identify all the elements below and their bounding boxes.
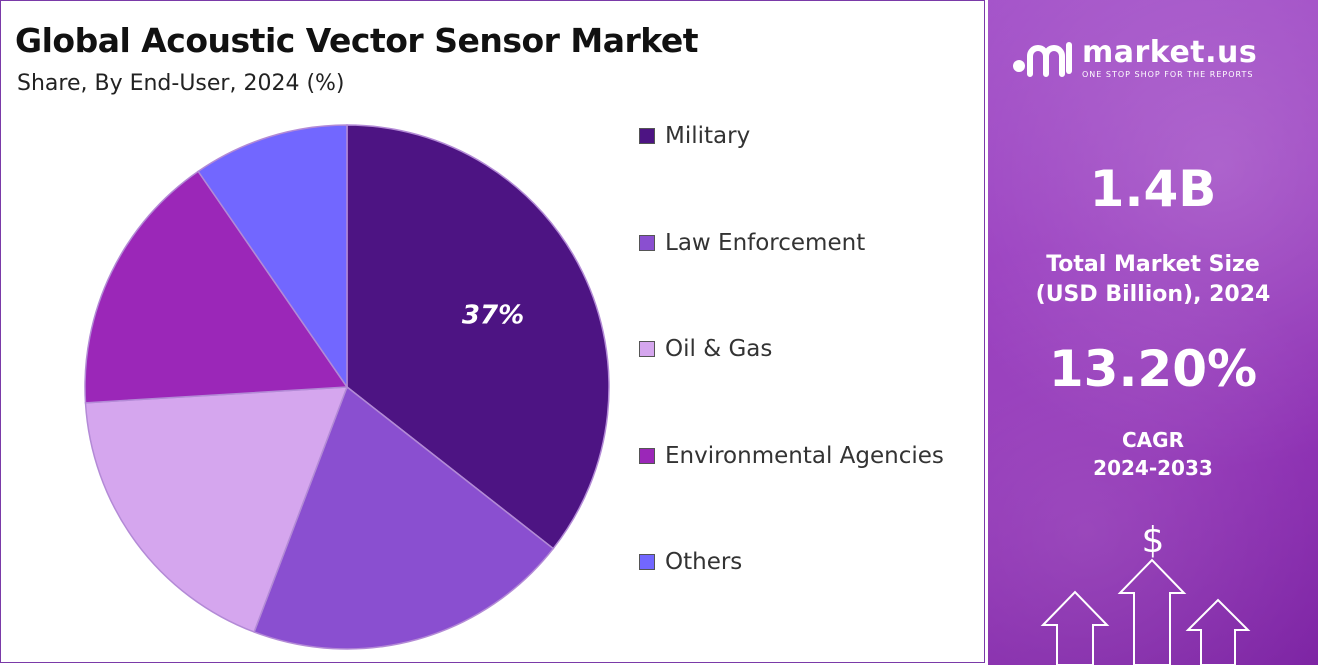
legend-item-others: Others [639,545,742,579]
legend-swatch [639,128,655,144]
summary-panel: market.us ONE STOP SHOP FOR THE REPORTS … [988,0,1318,665]
brand-tagline: ONE STOP SHOP FOR THE REPORTS [1082,69,1254,79]
pie-slice-law-enforcement [253,385,555,650]
brand-name: market.us [1082,34,1258,70]
legend-swatch [639,234,655,251]
market-size-label-line1: Total Market Size [1046,252,1260,277]
legend-label: Environmental Agencies [665,442,944,469]
growth-arrows-icon: $ [1040,520,1251,665]
legend-swatch [639,341,655,357]
dollar-icon: $ [1142,520,1165,561]
pie-slice-oil-gas [84,386,349,633]
cagr-value: 13.20% [1048,340,1258,398]
chart-subtitle: Share, By End-User, 2024 (%) [17,71,345,96]
cagr-label-line2: 2024-2033 [1093,456,1213,480]
data-label-military: 37% [462,300,524,330]
legend-item-military: Military [639,119,750,153]
brand: market.us ONE STOP SHOP FOR THE REPORTS [1012,36,1257,80]
chart-panel: Global Acoustic Vector Sensor Market Sha… [0,0,985,663]
pie-slice-others [197,124,348,390]
market-us-logo-icon [1013,42,1072,77]
pie-chart: 37% [84,124,610,650]
legend-swatch [639,447,655,464]
legend-label: Law Enforcement [665,229,866,256]
legend-swatch [639,554,655,570]
legend-item-oil-gas: Oil & Gas [639,332,772,366]
market-size-value: 1.4B [1089,160,1217,218]
pie-slice-military [346,124,610,550]
pie-slice-environmental-agencies [84,170,349,404]
legend-item-law-enforcement: Law Enforcement [639,226,865,260]
legend-label: Others [665,549,743,575]
legend-label: Military [665,123,751,149]
market-size-label-line2: (USD Billion), 2024 [1035,282,1271,307]
chart-title: Global Acoustic Vector Sensor Market [15,21,699,60]
legend-item-environmental-agencies: Environmental Agencies [639,439,944,473]
cagr-label-line1: CAGR [1122,428,1184,452]
legend-label: Oil & Gas [665,336,773,362]
